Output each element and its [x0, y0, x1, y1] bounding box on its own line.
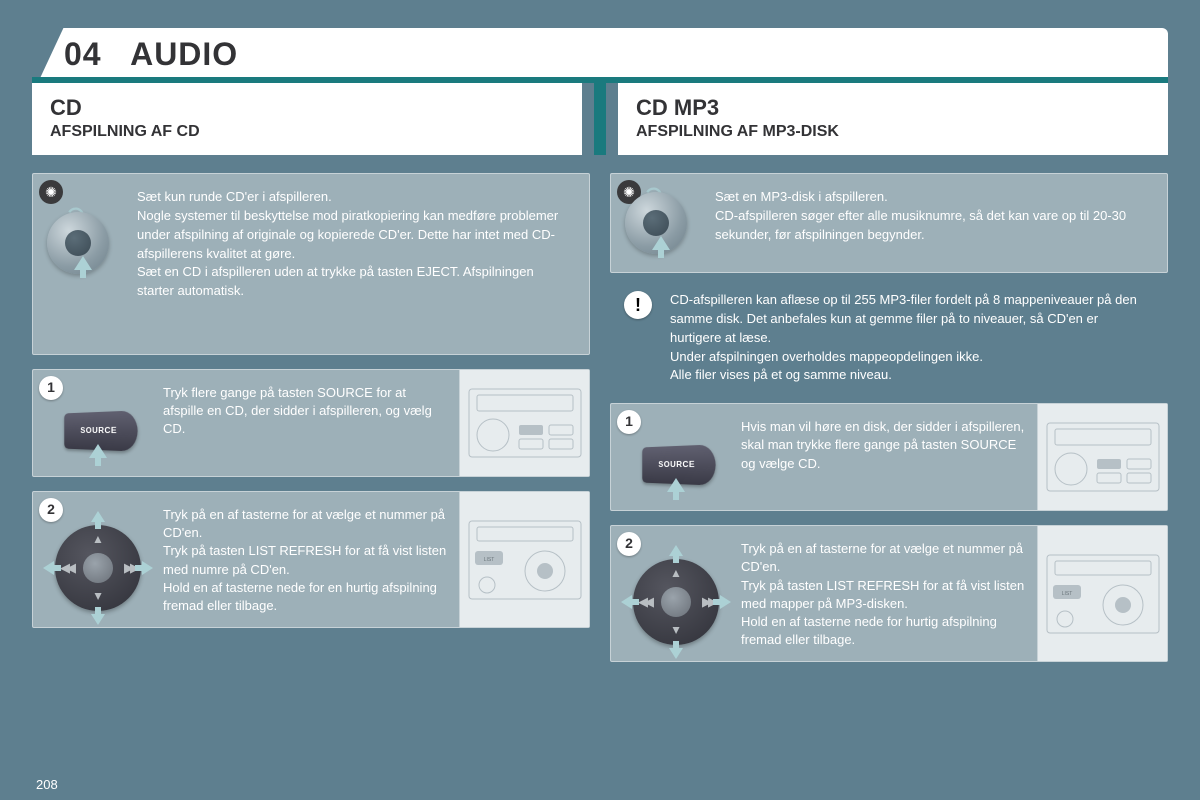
right-column: ✺ ↷ Sæt en MP3-disk i afspilleren. CD-af…	[610, 173, 1168, 662]
right-warning-box: ! CD-afspilleren kan aflæse op til 255 M…	[610, 287, 1168, 389]
tip-icon: ✺	[39, 180, 63, 204]
right-subtitle: AFSPILNING AF MP3-DISK	[636, 123, 1150, 141]
left-step-2: 2 ▲▲ ◀◀▶▶ Tryk på en af taste	[32, 491, 590, 628]
left-column: ✺ ↷ Sæt kun runde CD'er i afspilleren. N…	[32, 173, 590, 662]
left-intro-text: Sæt kun runde CD'er i afspilleren. Nogle…	[137, 188, 571, 301]
content-columns: ✺ ↷ Sæt kun runde CD'er i afspilleren. N…	[32, 173, 1168, 662]
left-subtitle: AFSPILNING AF CD	[50, 123, 564, 141]
left-intro-box: ✺ ↷ Sæt kun runde CD'er i afspilleren. N…	[32, 173, 590, 355]
subheader-row: CD AFSPILNING AF CD CD MP3 AFSPILNING AF…	[32, 83, 1168, 155]
cursor-up-icon	[652, 236, 670, 258]
left-step2-text: Tryk på en af tasterne for at vælge et n…	[163, 492, 459, 627]
right-section-header: CD MP3 AFSPILNING AF MP3-DISK	[618, 83, 1168, 155]
radio-panel-icon: LIST	[459, 492, 589, 627]
left-section-header: CD AFSPILNING AF CD	[32, 83, 582, 155]
right-intro-text: Sæt en MP3-disk i afspilleren. CD-afspil…	[715, 188, 1149, 245]
chapter-title: AUDIO	[130, 36, 238, 72]
chapter-header: 04 AUDIO	[32, 28, 1168, 77]
warning-icon: !	[624, 291, 652, 319]
manual-page: 04 AUDIO CD AFSPILNING AF CD CD MP3 AFSP…	[32, 28, 1168, 772]
cursor-up-icon	[667, 478, 685, 500]
page-number: 208	[36, 777, 58, 792]
subheader-divider	[594, 83, 606, 155]
radio-panel-icon	[459, 370, 589, 476]
chapter-number: 04	[64, 36, 102, 72]
dpad-icon: ▲▲ ◀◀▶▶	[633, 559, 719, 645]
left-title: CD	[50, 95, 564, 121]
right-intro-box: ✺ ↷ Sæt en MP3-disk i afspilleren. CD-af…	[610, 173, 1168, 273]
radio-panel-icon	[1037, 404, 1167, 510]
knob-icon: ↷	[47, 212, 119, 274]
step-number-badge: 1	[39, 376, 63, 400]
dpad-icon: ▲▲ ◀◀▶▶	[55, 525, 141, 611]
right-warning-text: CD-afspilleren kan aflæse op til 255 MP3…	[670, 291, 1150, 385]
step-number-badge: 2	[39, 498, 63, 522]
left-step-1: 1 SOURCE Tryk flere gange på tasten SOUR…	[32, 369, 590, 477]
radio-panel-icon: LIST	[1037, 526, 1167, 661]
right-title: CD MP3	[636, 95, 1150, 121]
right-step1-text: Hvis man vil høre en disk, der sidder i …	[741, 404, 1037, 510]
left-step1-text: Tryk flere gange på tasten SOURCE for at…	[163, 370, 459, 476]
knob-icon: ↷	[625, 192, 697, 254]
cursor-up-icon	[74, 256, 92, 278]
right-step2-text: Tryk på en af tasterne for at vælge et n…	[741, 526, 1037, 661]
cursor-up-icon	[89, 444, 107, 466]
right-step-2: 2 ▲▲ ◀◀▶▶ Tryk på en af taste	[610, 525, 1168, 662]
svg-text:LIST: LIST	[483, 557, 494, 563]
right-step-1: 1 SOURCE Hvis man vil høre en disk, der …	[610, 403, 1168, 511]
svg-text:LIST: LIST	[1061, 591, 1072, 597]
